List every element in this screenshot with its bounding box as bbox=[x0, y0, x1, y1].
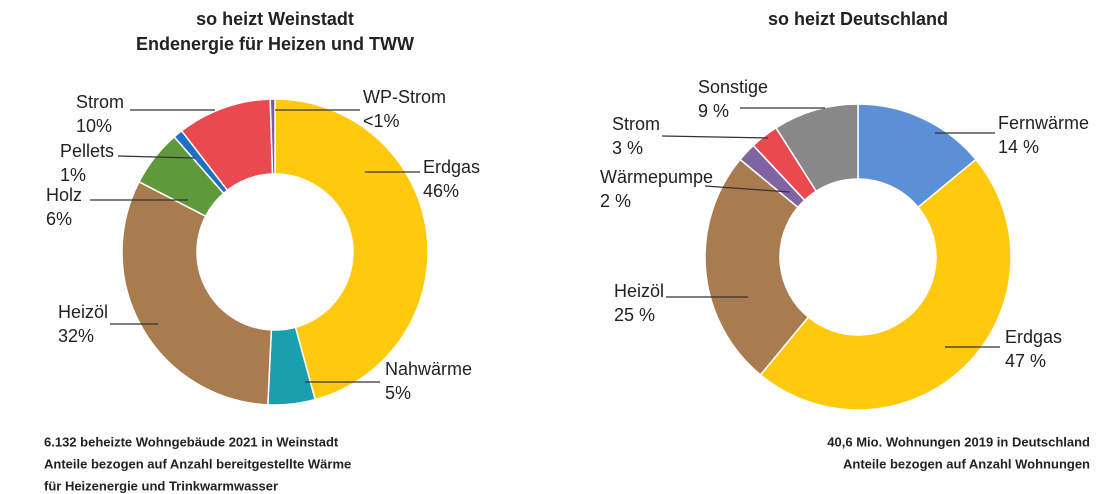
category-label: Strom bbox=[612, 114, 660, 134]
donut-slice bbox=[774, 103, 859, 193]
category-label: Erdgas bbox=[423, 157, 480, 177]
value-label: 6% bbox=[46, 209, 72, 229]
category-label: Strom bbox=[76, 92, 124, 112]
chart-title: so heizt Deutschland bbox=[768, 9, 948, 29]
value-label: 46% bbox=[423, 181, 459, 201]
value-label: 47 % bbox=[1005, 351, 1046, 371]
category-label: Heizöl bbox=[58, 302, 108, 322]
value-label: 3 % bbox=[612, 138, 643, 158]
donut-slice bbox=[269, 98, 276, 175]
leader-line bbox=[661, 135, 769, 139]
category-label: Nahwärme bbox=[385, 359, 472, 379]
category-label: Erdgas bbox=[1005, 327, 1062, 347]
category-label: WP-Strom bbox=[363, 87, 446, 107]
value-label: 1% bbox=[60, 165, 86, 185]
category-label: Sonstige bbox=[698, 77, 768, 97]
donut-slice bbox=[274, 98, 429, 401]
note: Anteile bezogen auf Anzahl bereitgestell… bbox=[44, 456, 351, 471]
value-label: 9 % bbox=[698, 101, 729, 121]
note: für Heizenergie und Trinkwarmwasser bbox=[44, 478, 278, 493]
value-label: 25 % bbox=[614, 305, 655, 325]
donut-slice bbox=[704, 158, 810, 376]
value-label: 14 % bbox=[998, 137, 1039, 157]
category-label: Fernwärme bbox=[998, 113, 1089, 133]
value-label: <1% bbox=[363, 111, 400, 131]
category-label: Pellets bbox=[60, 141, 114, 161]
donut-slice bbox=[121, 180, 273, 406]
chart-subtitle: Endenergie für Heizen und TWW bbox=[136, 34, 414, 54]
category-label: Wärmepumpe bbox=[600, 167, 713, 187]
chart-title: so heizt Weinstadt bbox=[196, 9, 354, 29]
value-label: 32% bbox=[58, 326, 94, 346]
value-label: 2 % bbox=[600, 191, 631, 211]
note: Anteile bezogen auf Anzahl Wohnungen bbox=[843, 456, 1090, 471]
note: 6.132 beheizte Wohngebäude 2021 in Weins… bbox=[44, 434, 339, 449]
note: 40,6 Mio. Wohnungen 2019 in Deutschland bbox=[827, 434, 1090, 449]
category-label: Heizöl bbox=[614, 281, 664, 301]
value-label: 10% bbox=[76, 116, 112, 136]
leader-line bbox=[117, 155, 196, 159]
value-label: 5% bbox=[385, 383, 411, 403]
leader-line bbox=[704, 185, 791, 193]
category-label: Holz bbox=[46, 185, 82, 205]
